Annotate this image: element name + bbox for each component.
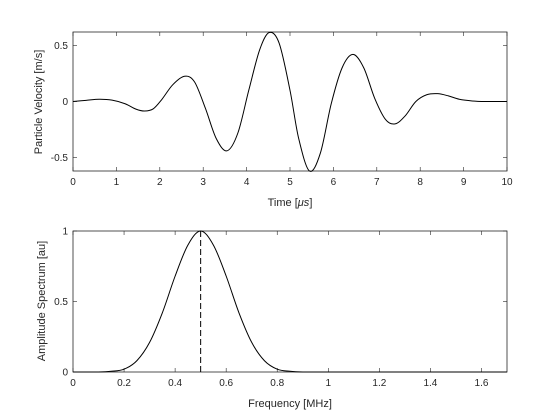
- velocity-axes: 0 1 2 3 4 5 6 7 8 9 10 0.5 0 -0.5 Time [μs] Particle …: [33, 31, 513, 209]
- velocity-x-axis-label: Time [μs]: [268, 197, 313, 209]
- spectrum-x-tick-label: 1.2: [372, 378, 386, 389]
- velocity-x-tick-label: 5: [287, 177, 293, 188]
- velocity-x-tick-label: 3: [200, 177, 206, 188]
- spectrum-x-tick-label: 0.2: [117, 378, 131, 389]
- spectrum-x-tick-label: 1.6: [475, 378, 489, 389]
- velocity-x-tick-label: 7: [374, 177, 380, 188]
- spectrum-x-tick-label: 0.6: [219, 378, 233, 389]
- velocity-y-tick-label: -0.5: [51, 153, 69, 164]
- spectrum-series-line: [72, 230, 507, 373]
- velocity-plot-frame: [72, 31, 508, 172]
- velocity-x-tick-label: 10: [501, 177, 513, 188]
- velocity-x-tick-label: 6: [331, 177, 337, 188]
- spectrum-plot-frame: [72, 230, 508, 373]
- spectrum-y-tick-label: 0: [62, 368, 68, 379]
- velocity-x-tick-label: 0: [70, 177, 76, 188]
- spectrum-x-axis-label: Frequency [MHz]: [248, 398, 332, 410]
- velocity-y-tick-label: 0: [62, 97, 68, 108]
- velocity-x-tick-label: 8: [417, 177, 423, 188]
- spectrum-y-tick-label: 1: [62, 227, 68, 238]
- velocity-x-tick-label: 2: [157, 177, 163, 188]
- velocity-x-tick-label: 1: [114, 177, 120, 188]
- spectrum-ticks: 0 0.2 0.4 0.6 0.8 1 1.2 1.4 1.6 0 0.5 1: [54, 227, 507, 389]
- velocity-y-tick-label: 0.5: [54, 41, 68, 52]
- spectrum-x-tick-label: 0.4: [168, 378, 182, 389]
- spectrum-y-axis-label: Amplitude Spectrum [au]: [36, 241, 48, 361]
- velocity-x-tick-label: 9: [461, 177, 467, 188]
- velocity-y-axis-label: Particle Velocity [m/s]: [33, 50, 45, 155]
- spectrum-x-tick-label: 0: [70, 378, 76, 389]
- spectrum-axes: 0 0.2 0.4 0.6 0.8 1 1.2 1.4 1.6 0 0.5 1 Frequency […: [36, 227, 508, 410]
- spectrum-y-tick-label: 0.5: [54, 297, 68, 308]
- velocity-x-tick-label: 4: [244, 177, 250, 188]
- spectrum-x-tick-label: 1.4: [423, 378, 437, 389]
- velocity-series-line: [72, 31, 507, 172]
- spectrum-x-tick-label: 0.8: [270, 378, 284, 389]
- spectrum-x-tick-label: 1: [326, 378, 332, 389]
- velocity-ticks: 0 1 2 3 4 5 6 7 8 9 10 0.5 0 -0.5: [51, 32, 513, 188]
